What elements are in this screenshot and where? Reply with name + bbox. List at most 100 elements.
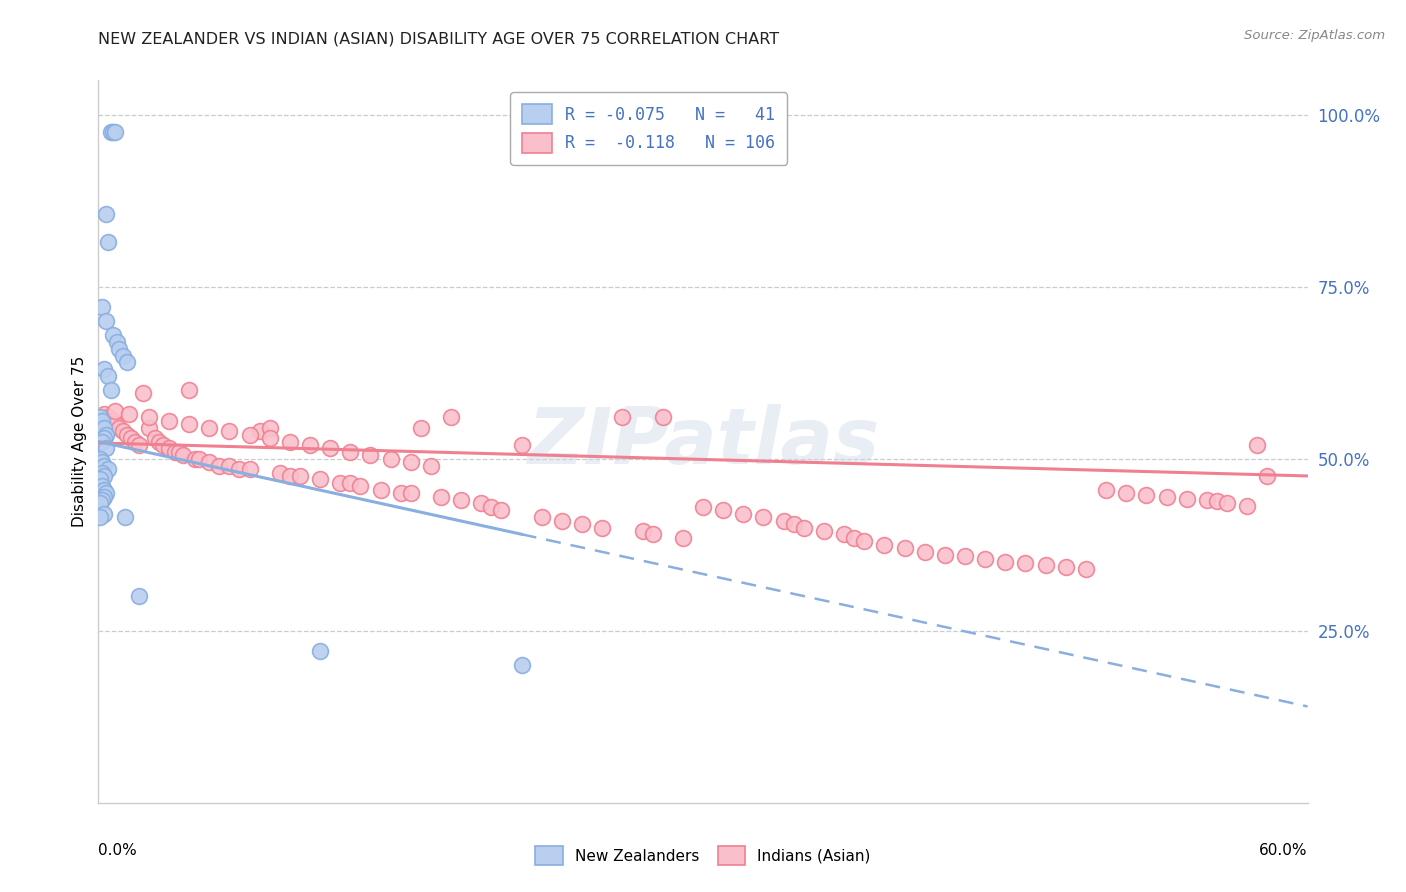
Point [914, 544, 936, 558]
Point [93, 458, 115, 473]
Point [239, 427, 262, 442]
Point [103, 403, 125, 417]
Point [101, 125, 124, 139]
Text: NEW ZEALANDER VS INDIAN (ASIAN) DISABILITY AGE OVER 75 CORRELATION CHART: NEW ZEALANDER VS INDIAN (ASIAN) DISABILI… [98, 31, 779, 46]
Point [259, 421, 281, 435]
Point [101, 327, 124, 342]
Point [844, 531, 866, 545]
Text: Source: ZipAtlas.com: Source: ZipAtlas.com [1244, 29, 1385, 42]
Point [491, 503, 513, 517]
Point [733, 507, 755, 521]
Point [93, 490, 115, 504]
Point [1206, 494, 1229, 508]
Point [89, 472, 111, 486]
Point [218, 458, 240, 473]
Point [510, 438, 533, 452]
Point [711, 503, 734, 517]
Point [208, 458, 231, 473]
Point [1256, 469, 1278, 483]
Point [184, 451, 207, 466]
Point [269, 466, 291, 480]
Point [481, 500, 503, 514]
Point [873, 538, 896, 552]
Point [893, 541, 915, 556]
Point [399, 455, 422, 469]
Point [319, 442, 342, 456]
Point [1095, 483, 1118, 497]
Point [399, 486, 422, 500]
Point [97, 410, 120, 425]
Point [188, 451, 211, 466]
Y-axis label: Disability Age Over 75: Disability Age Over 75 [72, 356, 87, 527]
Point [167, 445, 190, 459]
Point [612, 410, 634, 425]
Point [692, 500, 714, 514]
Point [409, 421, 432, 435]
Point [91, 301, 114, 315]
Point [299, 438, 322, 452]
Point [91, 479, 114, 493]
Point [91, 414, 114, 428]
Point [120, 431, 142, 445]
Point [309, 644, 332, 658]
Point [591, 520, 613, 534]
Point [124, 434, 146, 449]
Point [239, 462, 262, 476]
Point [107, 342, 129, 356]
Point [89, 496, 111, 510]
Point [89, 451, 111, 466]
Point [853, 534, 876, 549]
Point [249, 424, 271, 438]
Legend: New Zealanders, Indians (Asian): New Zealanders, Indians (Asian) [529, 840, 877, 871]
Point [974, 551, 997, 566]
Point [93, 407, 115, 421]
Point [218, 424, 240, 438]
Point [440, 410, 463, 425]
Point [1115, 486, 1137, 500]
Point [96, 427, 118, 442]
Point [530, 510, 553, 524]
Point [179, 383, 201, 397]
Point [198, 455, 221, 469]
Point [143, 431, 166, 445]
Point [91, 466, 114, 480]
Point [115, 427, 138, 442]
Point [994, 555, 1017, 569]
Point [100, 383, 122, 397]
Point [1216, 496, 1239, 510]
Point [179, 417, 201, 432]
Point [138, 421, 160, 435]
Point [148, 434, 170, 449]
Point [470, 496, 492, 510]
Point [752, 510, 775, 524]
Point [934, 548, 956, 562]
Point [103, 417, 125, 432]
Point [1156, 490, 1178, 504]
Point [93, 507, 115, 521]
Point [420, 458, 443, 473]
Point [115, 355, 138, 369]
Point [111, 424, 134, 438]
Point [118, 407, 141, 421]
Point [93, 483, 115, 497]
Point [101, 414, 124, 428]
Point [631, 524, 654, 538]
Point [172, 448, 194, 462]
Point [96, 314, 118, 328]
Point [1135, 487, 1157, 501]
Point [430, 490, 453, 504]
Point [1054, 560, 1077, 574]
Point [157, 442, 180, 456]
Point [91, 493, 114, 508]
Point [641, 527, 664, 541]
Point [157, 414, 180, 428]
Point [96, 486, 118, 500]
Point [114, 510, 136, 524]
Point [329, 475, 352, 490]
Point [370, 483, 392, 497]
Point [813, 524, 835, 538]
Point [1074, 562, 1097, 576]
Point [339, 445, 361, 459]
Point [198, 421, 221, 435]
Text: 60.0%: 60.0% [1260, 843, 1308, 857]
